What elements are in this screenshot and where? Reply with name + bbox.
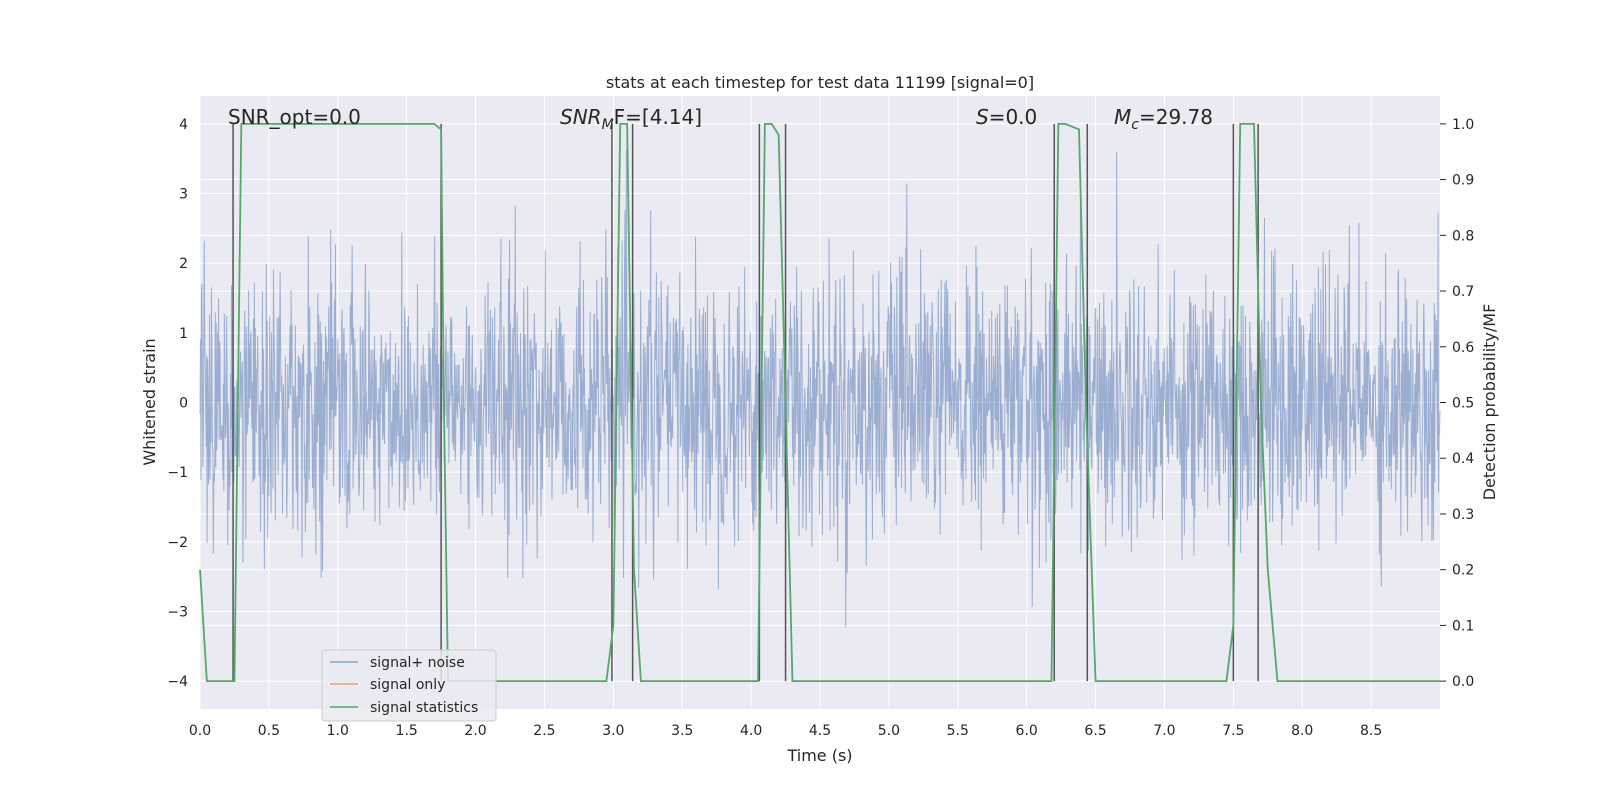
legend-label-signal-only: signal only [370,677,445,693]
annotation-s-rest: =0.0 [989,105,1038,129]
y-left-tick-label: −4 [167,674,188,690]
y-right-tick-label: 0.8 [1452,228,1474,244]
signal-statistics-line [199,122,1440,683]
x-tick-label: 3.0 [602,723,624,739]
x-tick-label: 7.5 [1222,723,1244,739]
y-left-tick-label: 2 [179,256,188,272]
x-tick-label: 4.0 [740,723,762,739]
legend-box [321,649,497,722]
annotation-snr-mf-sub: M [602,117,614,133]
y-right-axis-label: Detection probability/MF [1480,304,1499,501]
y-right-tick-label: 0.9 [1452,173,1474,189]
x-tick-label: 5.5 [947,723,969,739]
y-right-tick-label: 0.0 [1452,674,1474,690]
x-tick-label: 6.5 [1084,723,1106,739]
chart-title: stats at each timestep for test data 111… [606,73,1034,92]
x-tick-label: 4.5 [809,723,831,739]
y-left-tick-label: 4 [179,117,188,133]
x-axis-label: Time (s) [786,746,852,765]
annotation-snr-mf-rest: F=[4.14] [614,105,702,129]
x-tick-label: 1.5 [396,723,418,739]
y-left-axis-label: Whitened strain [140,338,159,465]
x-tick-label: 0.5 [258,723,280,739]
y-right-tick-label: 0.6 [1452,340,1474,356]
y-right-tick-label: 0.1 [1452,618,1474,634]
annotation-mc: Mc=29.78 [1114,105,1213,133]
legend-label-signal-statistics: signal statistics [370,700,478,716]
x-tick-label: 2.0 [464,723,486,739]
annotation-s-main: S [976,105,989,129]
y-left-tick-label: −2 [167,535,188,551]
y-left-tick-label: 0 [179,396,188,412]
x-tick-label: 6.0 [1016,723,1038,739]
annotation-s: S=0.0 [976,105,1037,129]
x-tick-label: 5.0 [878,723,900,739]
annotation-mc-main: M [1114,105,1131,129]
y-right-tick-label: 0.2 [1452,563,1474,579]
x-tick-label: 1.0 [327,723,349,739]
y-left-tick-label: −3 [167,604,188,620]
x-tick-label: 2.5 [533,723,555,739]
x-tick-label: 8.0 [1291,723,1313,739]
y-right-tick-label: 0.3 [1452,507,1474,523]
y-left-axis-ticks: 4 3 2 1 0 −1 −2 −3 −4 [167,117,188,690]
x-axis-ticks: 0.0 0.5 1.0 1.5 2.0 2.5 3.0 3.5 4.0 4.5 5.0 5.5 6.0 6… [189,723,1382,739]
y-right-tick-label: 1.0 [1452,117,1474,133]
annotation-snr-mf-main: SNR [560,105,602,129]
y-left-tick-label: −1 [167,465,188,481]
y-right-axis-ticks: 1.0 0.9 0.8 0.7 0.6 0.5 0.4 0.3 0.2 0.1 0.0 [1440,117,1474,690]
y-right-tick-label: 0.7 [1452,284,1474,300]
annotation-mc-rest: =29.78 [1139,105,1213,129]
annotation-mc-sub: c [1131,117,1139,133]
y-right-tick-label: 0.5 [1452,396,1474,412]
legend: signal+ noise signal only signal statist… [321,649,497,722]
x-tick-label: 0.0 [189,723,211,739]
x-tick-label: 8.5 [1360,723,1382,739]
y-left-tick-label: 3 [179,187,188,203]
signal-statistics-series [199,122,1440,683]
y-left-tick-label: 1 [179,326,188,342]
legend-label-signal-noise: signal+ noise [370,655,465,671]
x-tick-label: 3.5 [671,723,693,739]
y-right-tick-label: 0.4 [1452,451,1474,467]
annotation-snr-mf: SNRMF=[4.14] [560,105,702,133]
annotation-snr-opt: SNR_opt=0.0 [228,105,361,129]
x-tick-label: 7.0 [1153,723,1175,739]
